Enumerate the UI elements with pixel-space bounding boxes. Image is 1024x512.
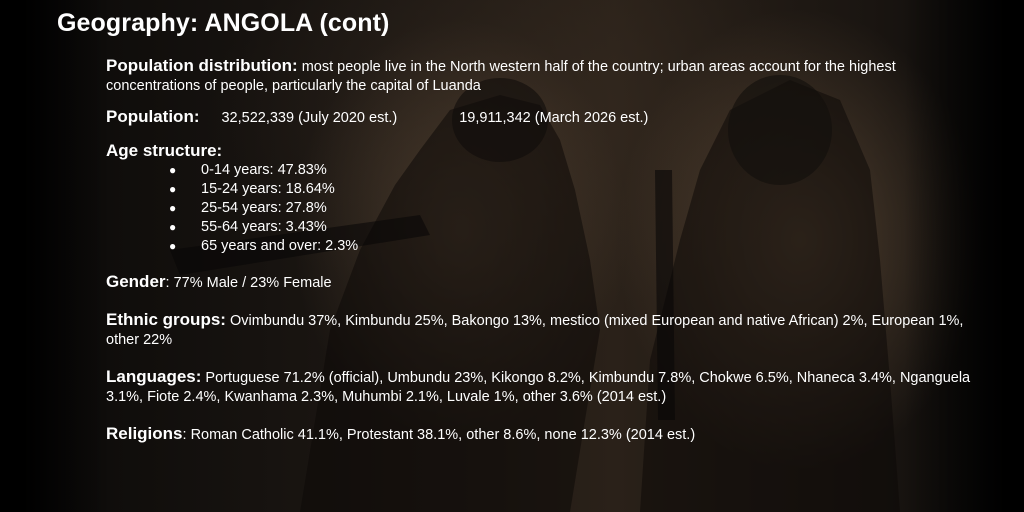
bullet-icon: ● <box>169 220 177 234</box>
age-item-text: 15-24 years: 18.64% <box>201 181 335 197</box>
bullet-icon: ● <box>169 201 177 215</box>
population-distribution: Population distribution: most people liv… <box>106 56 986 96</box>
languages: Languages: Portuguese 71.2% (official), … <box>106 367 986 407</box>
list-item: ● 15-24 years: 18.64% <box>165 180 986 199</box>
list-item: ● 25-54 years: 27.8% <box>165 199 986 218</box>
gender: Gender: 77% Male / 23% Female <box>106 272 986 293</box>
religions-label: Religions <box>106 424 183 443</box>
gender-text: : 77% Male / 23% Female <box>165 275 332 291</box>
ethnic-groups-label: Ethnic groups: <box>106 310 226 329</box>
gender-label: Gender <box>106 272 166 291</box>
age-item-text: 65 years and over: 2.3% <box>201 238 359 254</box>
population-2026-value: 19,911,342 (March 2026 est.) <box>459 110 649 126</box>
population-distribution-label: Population distribution: <box>106 56 298 75</box>
age-structure: Age structure: ● 0-14 years: 47.83% ● 15-2… <box>106 141 986 256</box>
bullet-icon: ● <box>169 239 177 253</box>
slide-title: Geography: ANGOLA (cont) <box>57 9 390 37</box>
age-item-text: 25-54 years: 27.8% <box>201 200 327 216</box>
age-item-text: 55-64 years: 3.43% <box>201 219 327 235</box>
slide-content: Population distribution: most people liv… <box>106 56 986 445</box>
languages-label: Languages: <box>106 367 202 386</box>
population-distribution-text: most people live in the North western ha… <box>106 59 896 94</box>
age-structure-list: ● 0-14 years: 47.83% ● 15-24 years: 18.64%… <box>106 161 986 256</box>
languages-text: Portuguese 71.2% (official), Umbundu 23%… <box>106 370 971 405</box>
age-item-text: 0-14 years: 47.83% <box>201 162 327 178</box>
bullet-icon: ● <box>169 163 177 177</box>
list-item: ● 0-14 years: 47.83% <box>165 161 986 180</box>
population-label: Population: <box>106 107 200 126</box>
list-item: ● 65 years and over: 2.3% <box>165 237 986 256</box>
list-item: ● 55-64 years: 3.43% <box>165 218 986 237</box>
ethnic-groups-text: Ovimbundu 37%, Kimbundu 25%, Bakongo 13%… <box>106 313 964 348</box>
religions: Religions: Roman Catholic 41.1%, Protest… <box>106 424 986 445</box>
population: Population: 32,522,339 (July 2020 est.) 19… <box>106 107 986 128</box>
population-2020-value: 32,522,339 (July 2020 est.) <box>221 110 398 126</box>
religions-text: : Roman Catholic 41.1%, Protestant 38.1%… <box>182 427 696 443</box>
ethnic-groups: Ethnic groups: Ovimbundu 37%, Kimbundu 2… <box>106 310 986 350</box>
age-structure-label: Age structure: <box>106 141 223 160</box>
bullet-icon: ● <box>169 182 177 196</box>
